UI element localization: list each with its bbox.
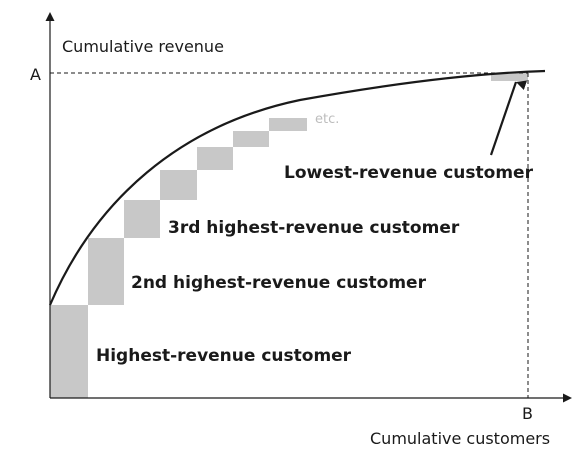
x-axis-title: Cumulative customers — [370, 429, 550, 448]
highest-customer-label: Highest-revenue customer — [96, 346, 352, 366]
a-marker-label: A — [30, 65, 41, 84]
second-customer-label: 2nd highest-revenue customer — [131, 273, 427, 293]
lowest-customer-label: Lowest-revenue customer — [284, 163, 534, 183]
b-marker-label: B — [522, 404, 533, 423]
step-third — [124, 200, 160, 238]
y-axis-arrow-icon — [45, 12, 55, 21]
etc-label: etc. — [315, 112, 339, 127]
step-highest — [50, 305, 88, 398]
step-lowest — [491, 73, 528, 81]
third-customer-label: 3rd highest-revenue customer — [168, 218, 460, 238]
x-axis-arrow-icon — [563, 393, 572, 403]
step-seventh — [269, 118, 307, 131]
revenue-steps — [50, 73, 528, 398]
step-second — [88, 238, 124, 305]
step-fifth — [197, 147, 233, 170]
cumulative-revenue-curve — [48, 69, 546, 306]
step-sixth — [233, 131, 269, 147]
y-axis-title: Cumulative revenue — [62, 37, 224, 56]
lowest-customer-arrow — [489, 80, 528, 156]
step-fourth — [160, 170, 197, 200]
